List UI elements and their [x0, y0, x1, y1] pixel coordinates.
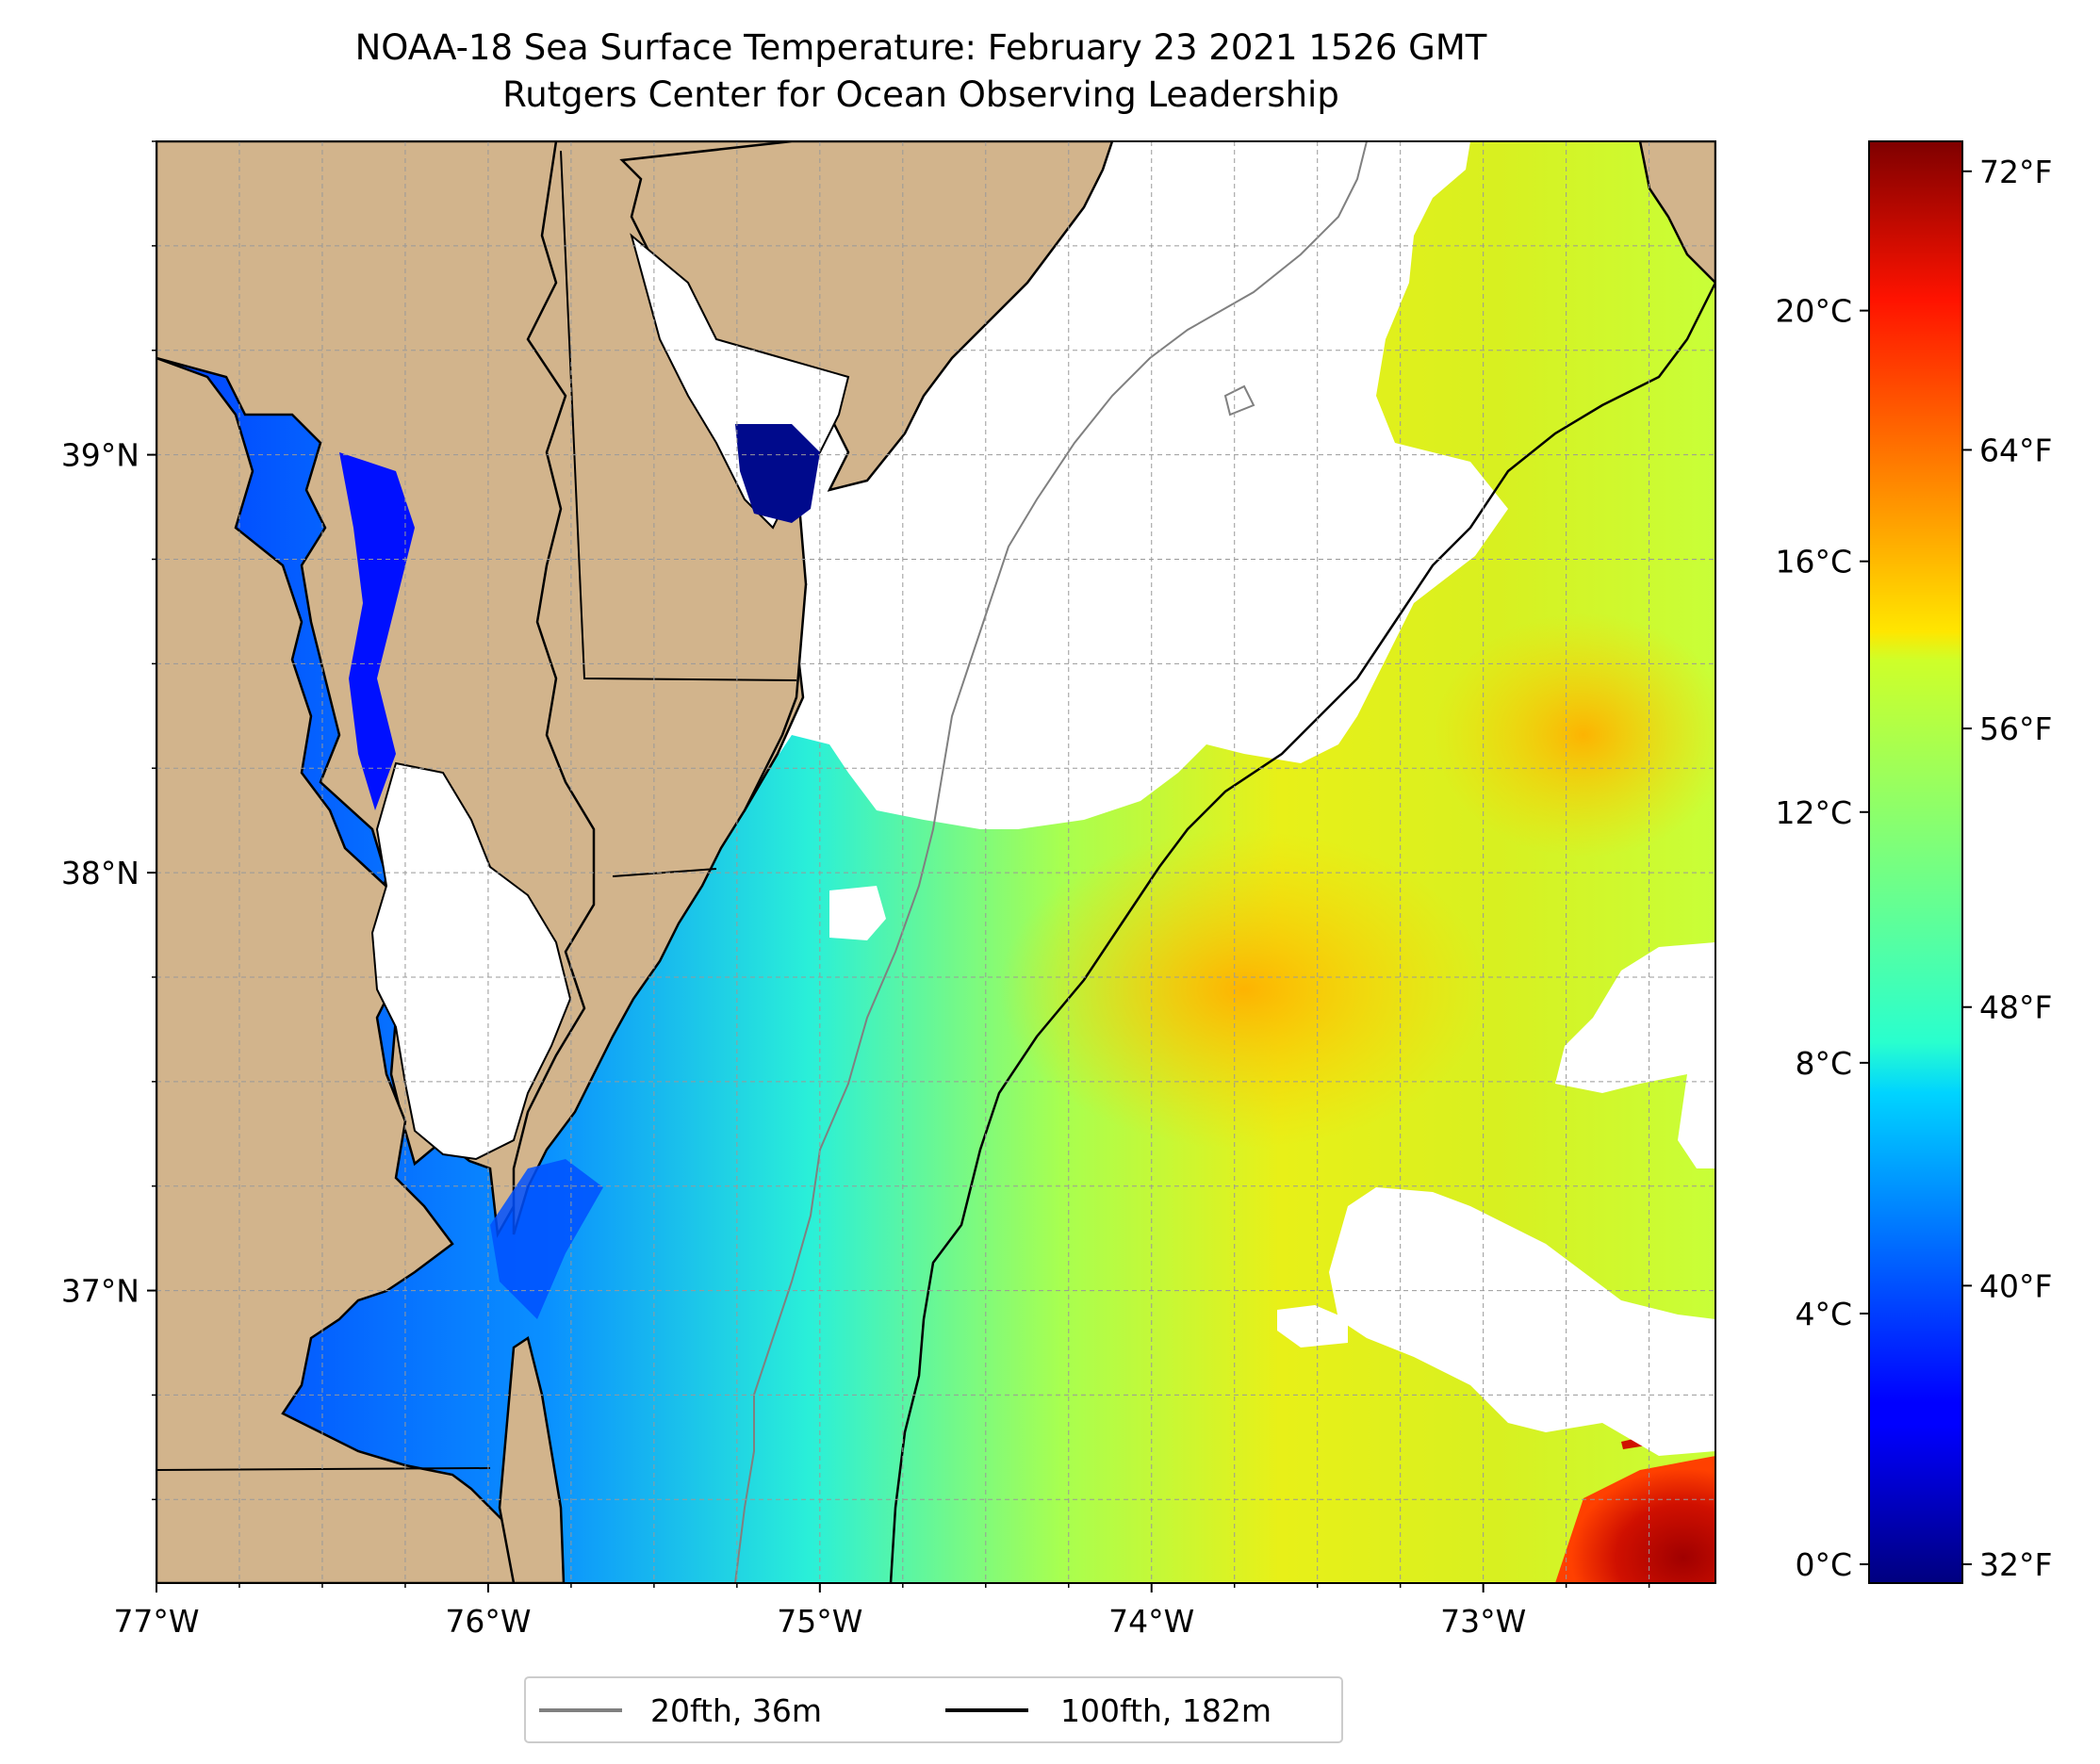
lon-tick-label: 74°W — [1108, 1603, 1194, 1640]
title-line-1: NOAA-18 Sea Surface Temperature: Februar… — [355, 27, 1487, 68]
warm-core-2 — [1433, 612, 1715, 858]
hot-gulf-stream-corner — [1555, 1456, 1715, 1583]
land-virginia — [156, 356, 558, 1583]
state-boundary-de-md — [560, 150, 797, 681]
cloud-mask-southeast — [1329, 1187, 1715, 1456]
latitude-axis: 37°N 38°N 39°N — [61, 140, 156, 1501]
lat-tick-label: 37°N — [61, 1273, 139, 1310]
lat-tick-label: 39°N — [61, 437, 139, 474]
colorbar-f-label: 56°F — [1979, 710, 2052, 747]
state-boundary-va-nc — [156, 1467, 491, 1471]
lon-tick-label: 75°W — [777, 1603, 862, 1640]
land-new-jersey — [619, 141, 1114, 492]
longitude-axis: 77°W 76°W 75°W 74°W 73°W — [113, 1583, 1650, 1640]
map-area — [156, 141, 1715, 1583]
lat-tick-label: 38°N — [61, 855, 139, 891]
legend-label-100fth: 100fth, 182m — [1060, 1692, 1271, 1729]
colorbar-c-label: 16°C — [1775, 544, 1852, 580]
cloud-mask-east — [1555, 942, 1715, 1168]
chesapeake-bay — [370, 761, 572, 1161]
cloud-mask-patch — [829, 886, 886, 940]
colorbar-f-label: 40°F — [1979, 1267, 2052, 1304]
legend-label-20fth: 20fth, 36m — [650, 1692, 822, 1729]
colorbar-c-label: 20°C — [1775, 293, 1852, 330]
colorbar-fahrenheit-axis: 32°F 40°F 48°F 56°F 64°F 72°F — [1962, 154, 2052, 1583]
colorbar-c-label: 12°C — [1775, 794, 1852, 831]
cloud-mask-south-small — [1277, 1305, 1348, 1348]
colorbar-f-label: 64°F — [1979, 432, 2052, 468]
land-eastern-shore — [498, 1335, 566, 1583]
warm-core — [999, 829, 1489, 1150]
map-frame — [156, 140, 1716, 1584]
legend: 20fth, 36m 100fth, 182m — [524, 1676, 1343, 1743]
colorbar-c-label: 0°C — [1795, 1546, 1852, 1583]
delaware-bay-cold — [735, 424, 820, 523]
colorbar-f-label: 48°F — [1979, 989, 2052, 1026]
lon-tick-label: 73°W — [1440, 1603, 1526, 1640]
legend-box — [524, 1676, 1343, 1743]
colorbar-f-label: 72°F — [1979, 154, 2052, 190]
contour-20fth — [734, 141, 1368, 1583]
lon-tick-label: 77°W — [113, 1603, 199, 1640]
colorbar-c-label: 4°C — [1795, 1296, 1852, 1332]
colorbar-f-label: 32°F — [1979, 1546, 2052, 1583]
chesapeake-cold-upper — [339, 452, 415, 810]
title-line-2: Rutgers Center for Ocean Observing Leade… — [502, 74, 1339, 115]
state-boundary-md-va — [612, 868, 717, 877]
gridlines — [156, 140, 1715, 1583]
colorbar-c-label: 8°C — [1795, 1045, 1852, 1082]
coastal-cold-water — [490, 1159, 603, 1319]
contour-20fth-island — [1223, 384, 1255, 416]
colorbar-celsius-axis: 0°C 4°C 8°C 12°C 16°C 20°C — [1775, 293, 1869, 1583]
lon-tick-label: 76°W — [445, 1603, 531, 1640]
contour-100fth — [889, 282, 1715, 1583]
colorbar — [1868, 140, 1963, 1584]
